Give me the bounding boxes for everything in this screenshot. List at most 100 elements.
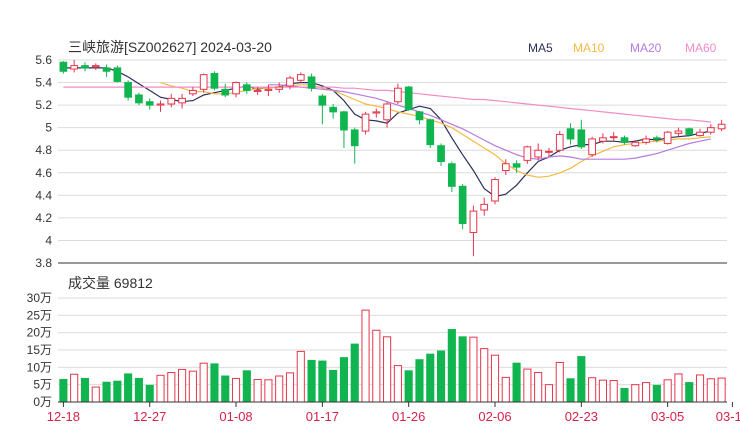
candle <box>221 83 230 98</box>
volume-bar-up <box>480 348 489 403</box>
chart-title: 三峡旅游[SZ002627] 2024-03-20 <box>68 39 272 55</box>
candle <box>555 131 564 153</box>
volume-bar-down <box>404 370 413 403</box>
candle-body-down <box>437 145 445 162</box>
candle <box>350 127 359 164</box>
candle <box>135 92 143 106</box>
candle-body-down <box>404 86 413 111</box>
candle <box>199 73 208 93</box>
volume-bar-up <box>393 365 402 403</box>
volume-bar-up <box>695 374 705 403</box>
volume-bar-up <box>70 373 79 403</box>
volume-bar-down <box>620 387 629 403</box>
candle-body-down <box>340 111 348 131</box>
volume-bar-down <box>134 377 143 403</box>
candle-body-down <box>415 111 424 121</box>
candle <box>458 184 467 230</box>
candle <box>663 131 672 145</box>
volume-bar-down <box>350 343 359 403</box>
date-x-axis: 12-18 12-27 01-08 01-17 01-26 02-06 02-23 03-05… <box>47 402 740 424</box>
price-tick-label: 5.6 <box>35 53 52 67</box>
volume-bar-down <box>512 362 521 403</box>
volume-tick-label: 20万 <box>27 326 52 340</box>
candle-body-up <box>91 65 100 68</box>
candle <box>501 159 510 176</box>
candle <box>307 73 316 92</box>
volume-bar-down <box>566 378 575 403</box>
candle-body-up <box>394 87 402 103</box>
candle-body-up <box>189 89 197 95</box>
volume-bar-up <box>199 362 208 403</box>
volume-bars <box>59 309 726 403</box>
volume-bar-up <box>674 373 683 403</box>
volume-bar-down <box>113 380 122 403</box>
candle <box>145 98 154 110</box>
candle-body-up <box>599 137 607 142</box>
candles <box>59 60 726 257</box>
candle-body-down <box>113 67 122 82</box>
volume-bar-down <box>447 329 456 403</box>
candle-body-up <box>491 179 499 202</box>
volume-bar-down <box>145 384 154 403</box>
candle-body-up <box>480 203 489 211</box>
candle-body-down <box>512 163 521 168</box>
candle <box>404 85 413 111</box>
volume-bar-up <box>501 376 510 403</box>
volume-tick-label: 30万 <box>27 291 52 305</box>
volume-tick-label: 25万 <box>27 308 52 322</box>
candle-body-up <box>642 138 650 143</box>
legend-ma20: MA20 <box>630 41 662 55</box>
candle-body-down <box>81 65 89 69</box>
candle-body-down <box>124 82 132 98</box>
candle <box>415 110 424 125</box>
volume-bar-up <box>598 379 607 403</box>
date-label: 01-17 <box>306 409 339 424</box>
volume-y-axis: 30万 25万 20万 15万 10万 5万 0万 <box>27 291 52 409</box>
candle <box>631 140 640 147</box>
candle-body-up <box>199 74 208 90</box>
candle-body-down <box>329 106 337 113</box>
candle <box>264 84 273 97</box>
volume-tick-label: 5万 <box>33 378 52 392</box>
volume-tick-label: 0万 <box>33 395 52 409</box>
volume-bar-up <box>296 350 305 403</box>
candle <box>588 136 596 157</box>
legend-ma5: MA5 <box>528 41 553 55</box>
candle-body-up <box>275 86 284 90</box>
candle-body-down <box>242 84 251 91</box>
volume-bar-up <box>253 378 262 403</box>
price-tick-label: 4.8 <box>35 143 52 157</box>
candle-body-up <box>70 65 79 70</box>
candle-body-down <box>620 137 629 143</box>
volume-bar-up <box>642 382 651 403</box>
candle <box>232 81 240 98</box>
volume-bar-up <box>361 309 370 403</box>
candle <box>70 60 79 73</box>
price-tick-label: 5 <box>45 121 52 135</box>
volume-bar-down <box>436 350 446 403</box>
volume-bar-down <box>577 356 586 403</box>
candle <box>448 161 456 192</box>
date-label: 03-14 <box>716 409 740 424</box>
candle-body-up <box>523 146 532 161</box>
volume-bar-down <box>80 377 90 403</box>
date-label: 12-18 <box>47 409 80 424</box>
candle-body-down <box>458 185 467 225</box>
price-y-axis: 5.6 5.4 5.2 5 4.8 4.6 4.4 4.2 4 3.8 <box>35 53 52 270</box>
candle <box>523 145 532 164</box>
candle-body-down <box>59 61 68 72</box>
volume-bar-up <box>372 329 381 403</box>
volume-bar-down <box>685 382 694 403</box>
candle-body-up <box>383 103 391 121</box>
candle <box>491 177 499 205</box>
candle <box>383 101 391 128</box>
volume-bar-down <box>652 384 661 403</box>
price-tick-label: 4.6 <box>35 166 52 180</box>
candle <box>480 197 489 216</box>
candle <box>534 143 543 161</box>
candle <box>81 62 89 72</box>
candle <box>318 93 327 125</box>
candle-body-up <box>534 149 543 158</box>
candle-body-up <box>253 89 262 93</box>
